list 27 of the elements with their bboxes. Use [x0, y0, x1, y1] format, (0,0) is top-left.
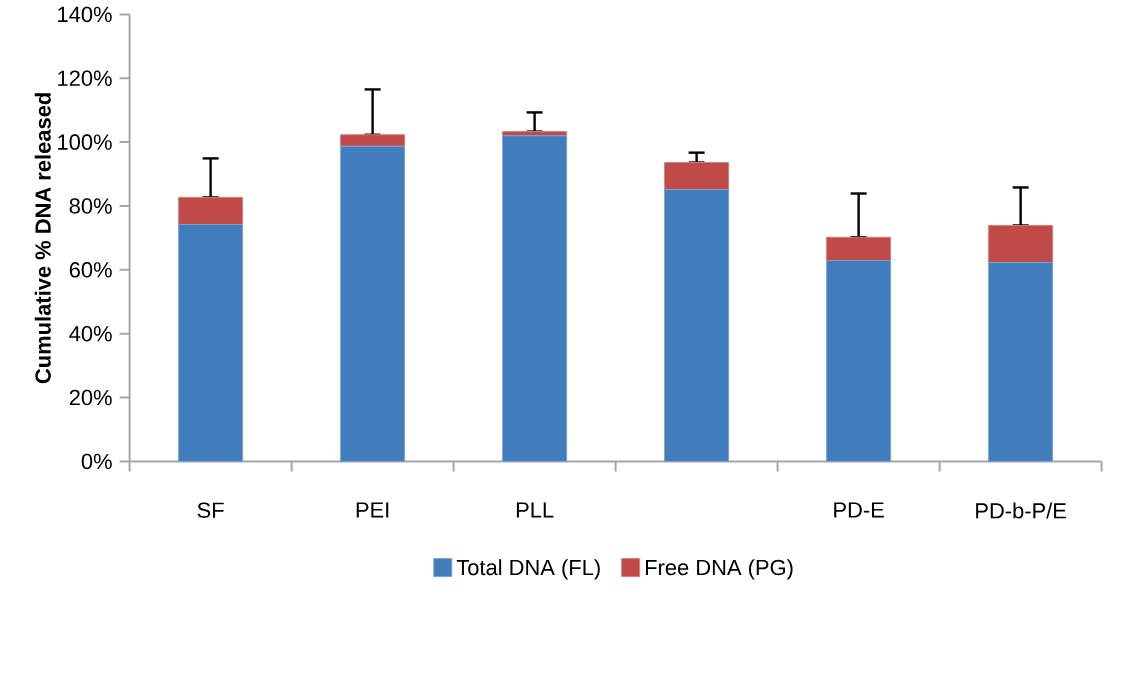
bar [988, 225, 1054, 264]
bar [826, 236, 892, 262]
x-tick-label: PLL [516, 502, 554, 518]
y-tick-label: 140% [58, 6, 112, 23]
bar [502, 135, 568, 463]
x-tick-label: SF [197, 502, 224, 519]
y-tick-label: 0% [81, 453, 112, 470]
legend-label: Free DNA (PG) [645, 559, 793, 580]
bar [340, 145, 406, 463]
bar [826, 260, 892, 463]
x-tick-label: PD-b-P/E [976, 502, 1066, 519]
y-tick-label: 60% [69, 262, 112, 278]
y-axis-title: Cumulative % DNA released [34, 93, 51, 384]
bar [178, 196, 244, 226]
x-tick-label: PEI [356, 502, 389, 518]
legend-label: Total DNA (FL) [456, 559, 600, 580]
bar [340, 134, 406, 147]
x-tick-label: PD-E [834, 502, 884, 518]
bar [664, 189, 730, 463]
y-tick-label: 20% [69, 389, 112, 406]
y-tick-label: 80% [69, 198, 112, 214]
y-tick-label: 100% [58, 134, 112, 151]
bar [988, 262, 1054, 463]
bar [664, 162, 730, 191]
y-tick-label: 40% [69, 326, 112, 342]
bar [178, 224, 244, 463]
y-tick-label: 120% [58, 70, 112, 87]
